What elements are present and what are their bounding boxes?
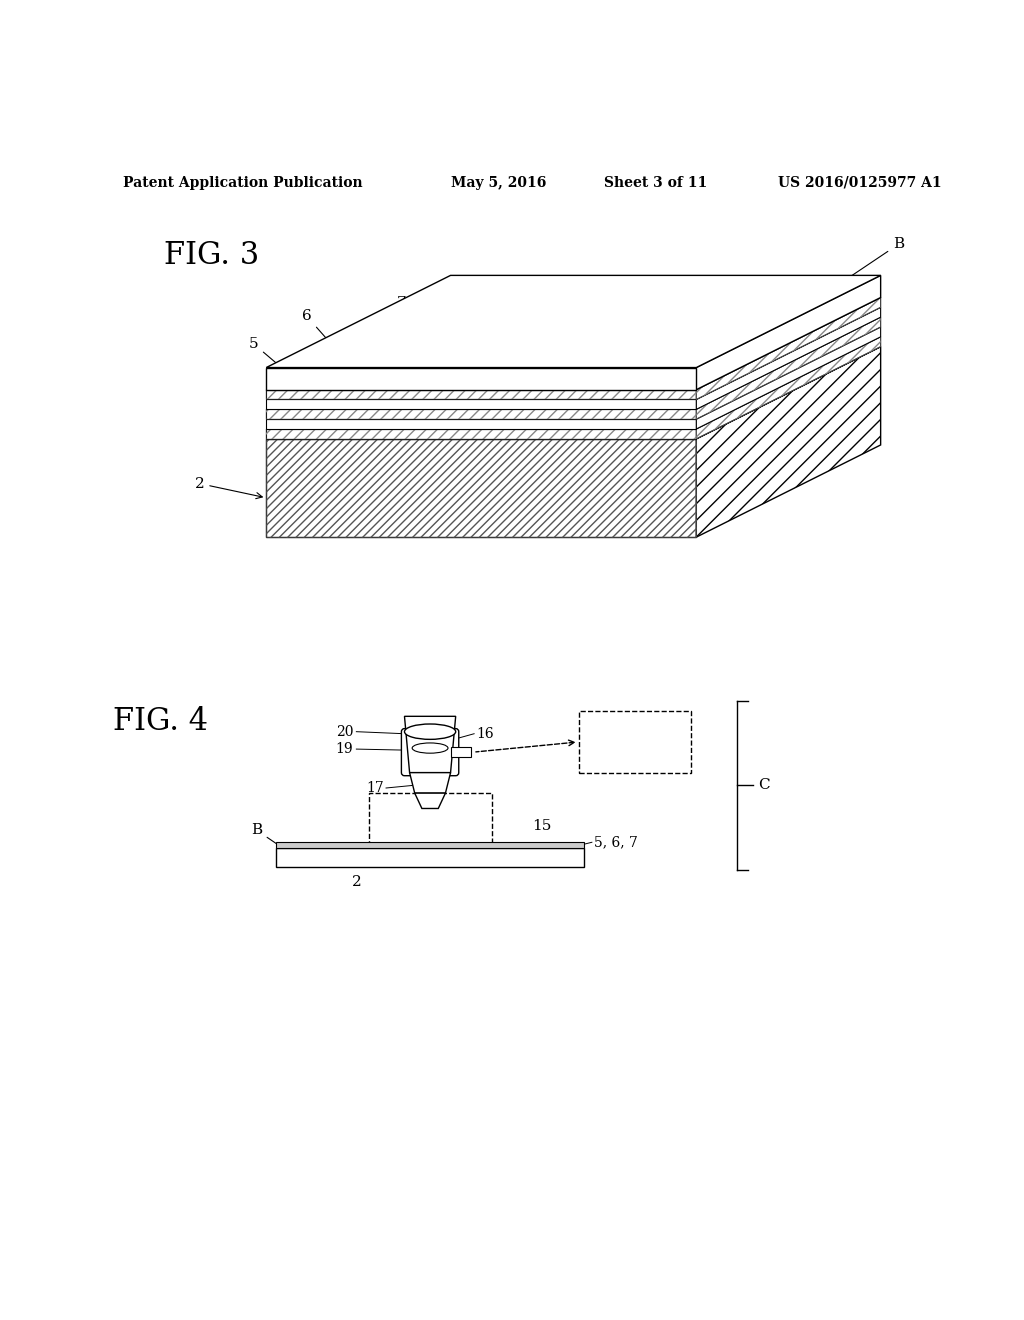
Text: 6: 6 [302, 309, 371, 389]
Text: 5: 5 [249, 337, 328, 407]
Polygon shape [266, 438, 696, 537]
Text: 15: 15 [532, 818, 552, 833]
Polygon shape [266, 297, 881, 389]
Polygon shape [415, 793, 445, 808]
FancyBboxPatch shape [401, 729, 459, 776]
Text: US 2016/0125977 A1: US 2016/0125977 A1 [778, 176, 942, 190]
Text: 18: 18 [609, 735, 629, 748]
Text: 5A: 5A [300, 392, 329, 430]
Polygon shape [696, 276, 881, 389]
Polygon shape [266, 367, 696, 389]
Text: FIG. 3: FIG. 3 [164, 240, 259, 271]
Polygon shape [696, 327, 881, 429]
Polygon shape [266, 347, 881, 438]
Text: May 5, 2016: May 5, 2016 [451, 176, 546, 190]
Text: 2: 2 [351, 875, 361, 890]
Ellipse shape [412, 743, 449, 754]
Text: 17: 17 [367, 781, 384, 795]
Polygon shape [404, 717, 456, 772]
FancyBboxPatch shape [276, 842, 584, 849]
FancyBboxPatch shape [276, 849, 584, 867]
FancyBboxPatch shape [369, 793, 492, 859]
Ellipse shape [404, 723, 456, 739]
Polygon shape [266, 420, 696, 429]
Text: 2: 2 [195, 477, 262, 499]
FancyBboxPatch shape [579, 711, 691, 772]
Text: Patent Application Publication: Patent Application Publication [123, 176, 362, 190]
Text: FIG. 4: FIG. 4 [113, 706, 208, 737]
Text: B: B [251, 824, 294, 855]
Polygon shape [696, 297, 881, 400]
Polygon shape [410, 772, 451, 793]
Polygon shape [696, 337, 881, 438]
Polygon shape [696, 317, 881, 420]
Text: 5, 6, 7: 5, 6, 7 [594, 836, 638, 849]
Text: C: C [758, 777, 769, 792]
Polygon shape [266, 400, 696, 409]
Text: B: B [835, 238, 904, 286]
Text: 20: 20 [336, 725, 353, 739]
Text: Sheet 3 of 11: Sheet 3 of 11 [604, 176, 708, 190]
Polygon shape [451, 747, 471, 758]
Polygon shape [266, 429, 696, 438]
Text: 5C: 5C [319, 352, 359, 411]
Polygon shape [266, 409, 696, 420]
Polygon shape [696, 308, 881, 409]
Text: 7: 7 [396, 296, 418, 375]
Polygon shape [266, 276, 881, 367]
Polygon shape [696, 347, 881, 537]
Text: 16: 16 [476, 727, 494, 741]
Text: 19: 19 [336, 742, 353, 756]
Polygon shape [266, 389, 696, 400]
Text: 5B: 5B [311, 372, 350, 421]
